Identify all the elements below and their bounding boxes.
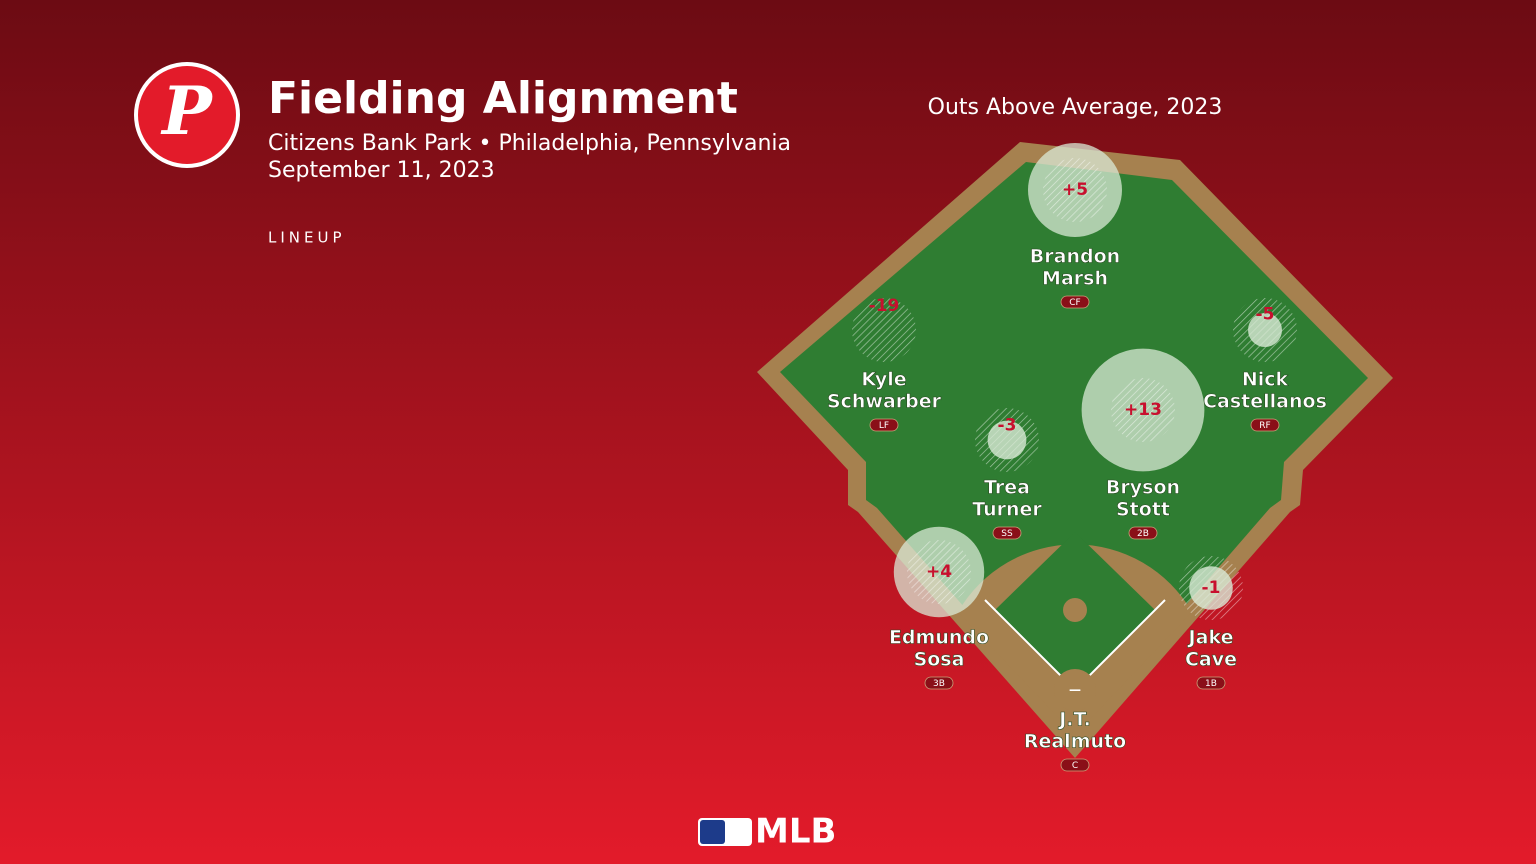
position-badge [1060,758,1090,772]
position-badge [1250,418,1280,432]
position-label: 2B [1137,529,1149,539]
logo-disc [138,66,236,164]
position-label: LF [879,421,889,431]
player-name: Bryson [1106,477,1180,499]
oaa-label: — [1069,683,1081,697]
player-name: Castellanos [1203,391,1327,413]
position-label: CF [1069,298,1080,308]
position-badge [1060,295,1090,309]
oaa-label: -19 [869,296,900,316]
mound [1063,598,1087,622]
field-title: Outs Above Average, 2023 [928,95,1223,120]
oaa-circle [987,420,1027,460]
oaa-label: +13 [1124,400,1162,420]
position-label: 1B [1205,679,1217,689]
position-badge [1196,676,1226,690]
position-badge [869,418,899,432]
position-badge [992,526,1022,540]
date: September 11, 2023 [268,158,495,183]
logo-letter: P [160,72,214,150]
position-label: 3B [933,679,945,689]
oaa-circle [1248,313,1282,347]
player-name: Marsh [1042,268,1108,290]
player-name: Brandon [1030,246,1120,268]
position-badge [1128,526,1158,540]
oaa-hatch [1043,158,1107,222]
oaa-label: -1 [1202,578,1221,598]
player-name: Edmundo [889,627,989,649]
mlb-logo-blue [700,820,725,844]
home-plate-area [1054,669,1096,711]
field [757,142,1393,758]
player-name: Jake [1187,627,1234,649]
position-label: C [1072,761,1078,771]
oaa-label: -3 [998,416,1017,436]
position-label: RF [1259,421,1270,431]
player-name: Cave [1185,649,1237,671]
player-name: Nick [1242,369,1289,391]
oaa-label: +5 [1062,180,1088,200]
player-name: Trea [984,477,1030,499]
subtitle: Citizens Bank Park • Philadelphia, Penns… [268,131,791,156]
title: Fielding Alignment [268,73,738,124]
oaa-label: -5 [1256,305,1275,325]
oaa-hatch [907,540,971,604]
footer-brand: MLB [755,812,836,852]
oaa-circle [1189,566,1233,610]
player-name: Turner [972,499,1042,521]
section-label: LINEUP [268,229,346,247]
player-name: Realmuto [1024,731,1126,753]
oaa-label: +4 [926,562,952,582]
position-badge [924,676,954,690]
player-name: Stott [1116,499,1170,521]
outfield-grass [780,162,1368,733]
oaa-hatch [1111,378,1175,442]
position-label: SS [1001,529,1013,539]
player-name: Kyle [861,369,906,391]
player-name: Schwarber [827,391,942,413]
player-name: Sosa [914,649,965,671]
player-name: J.T. [1057,709,1091,731]
